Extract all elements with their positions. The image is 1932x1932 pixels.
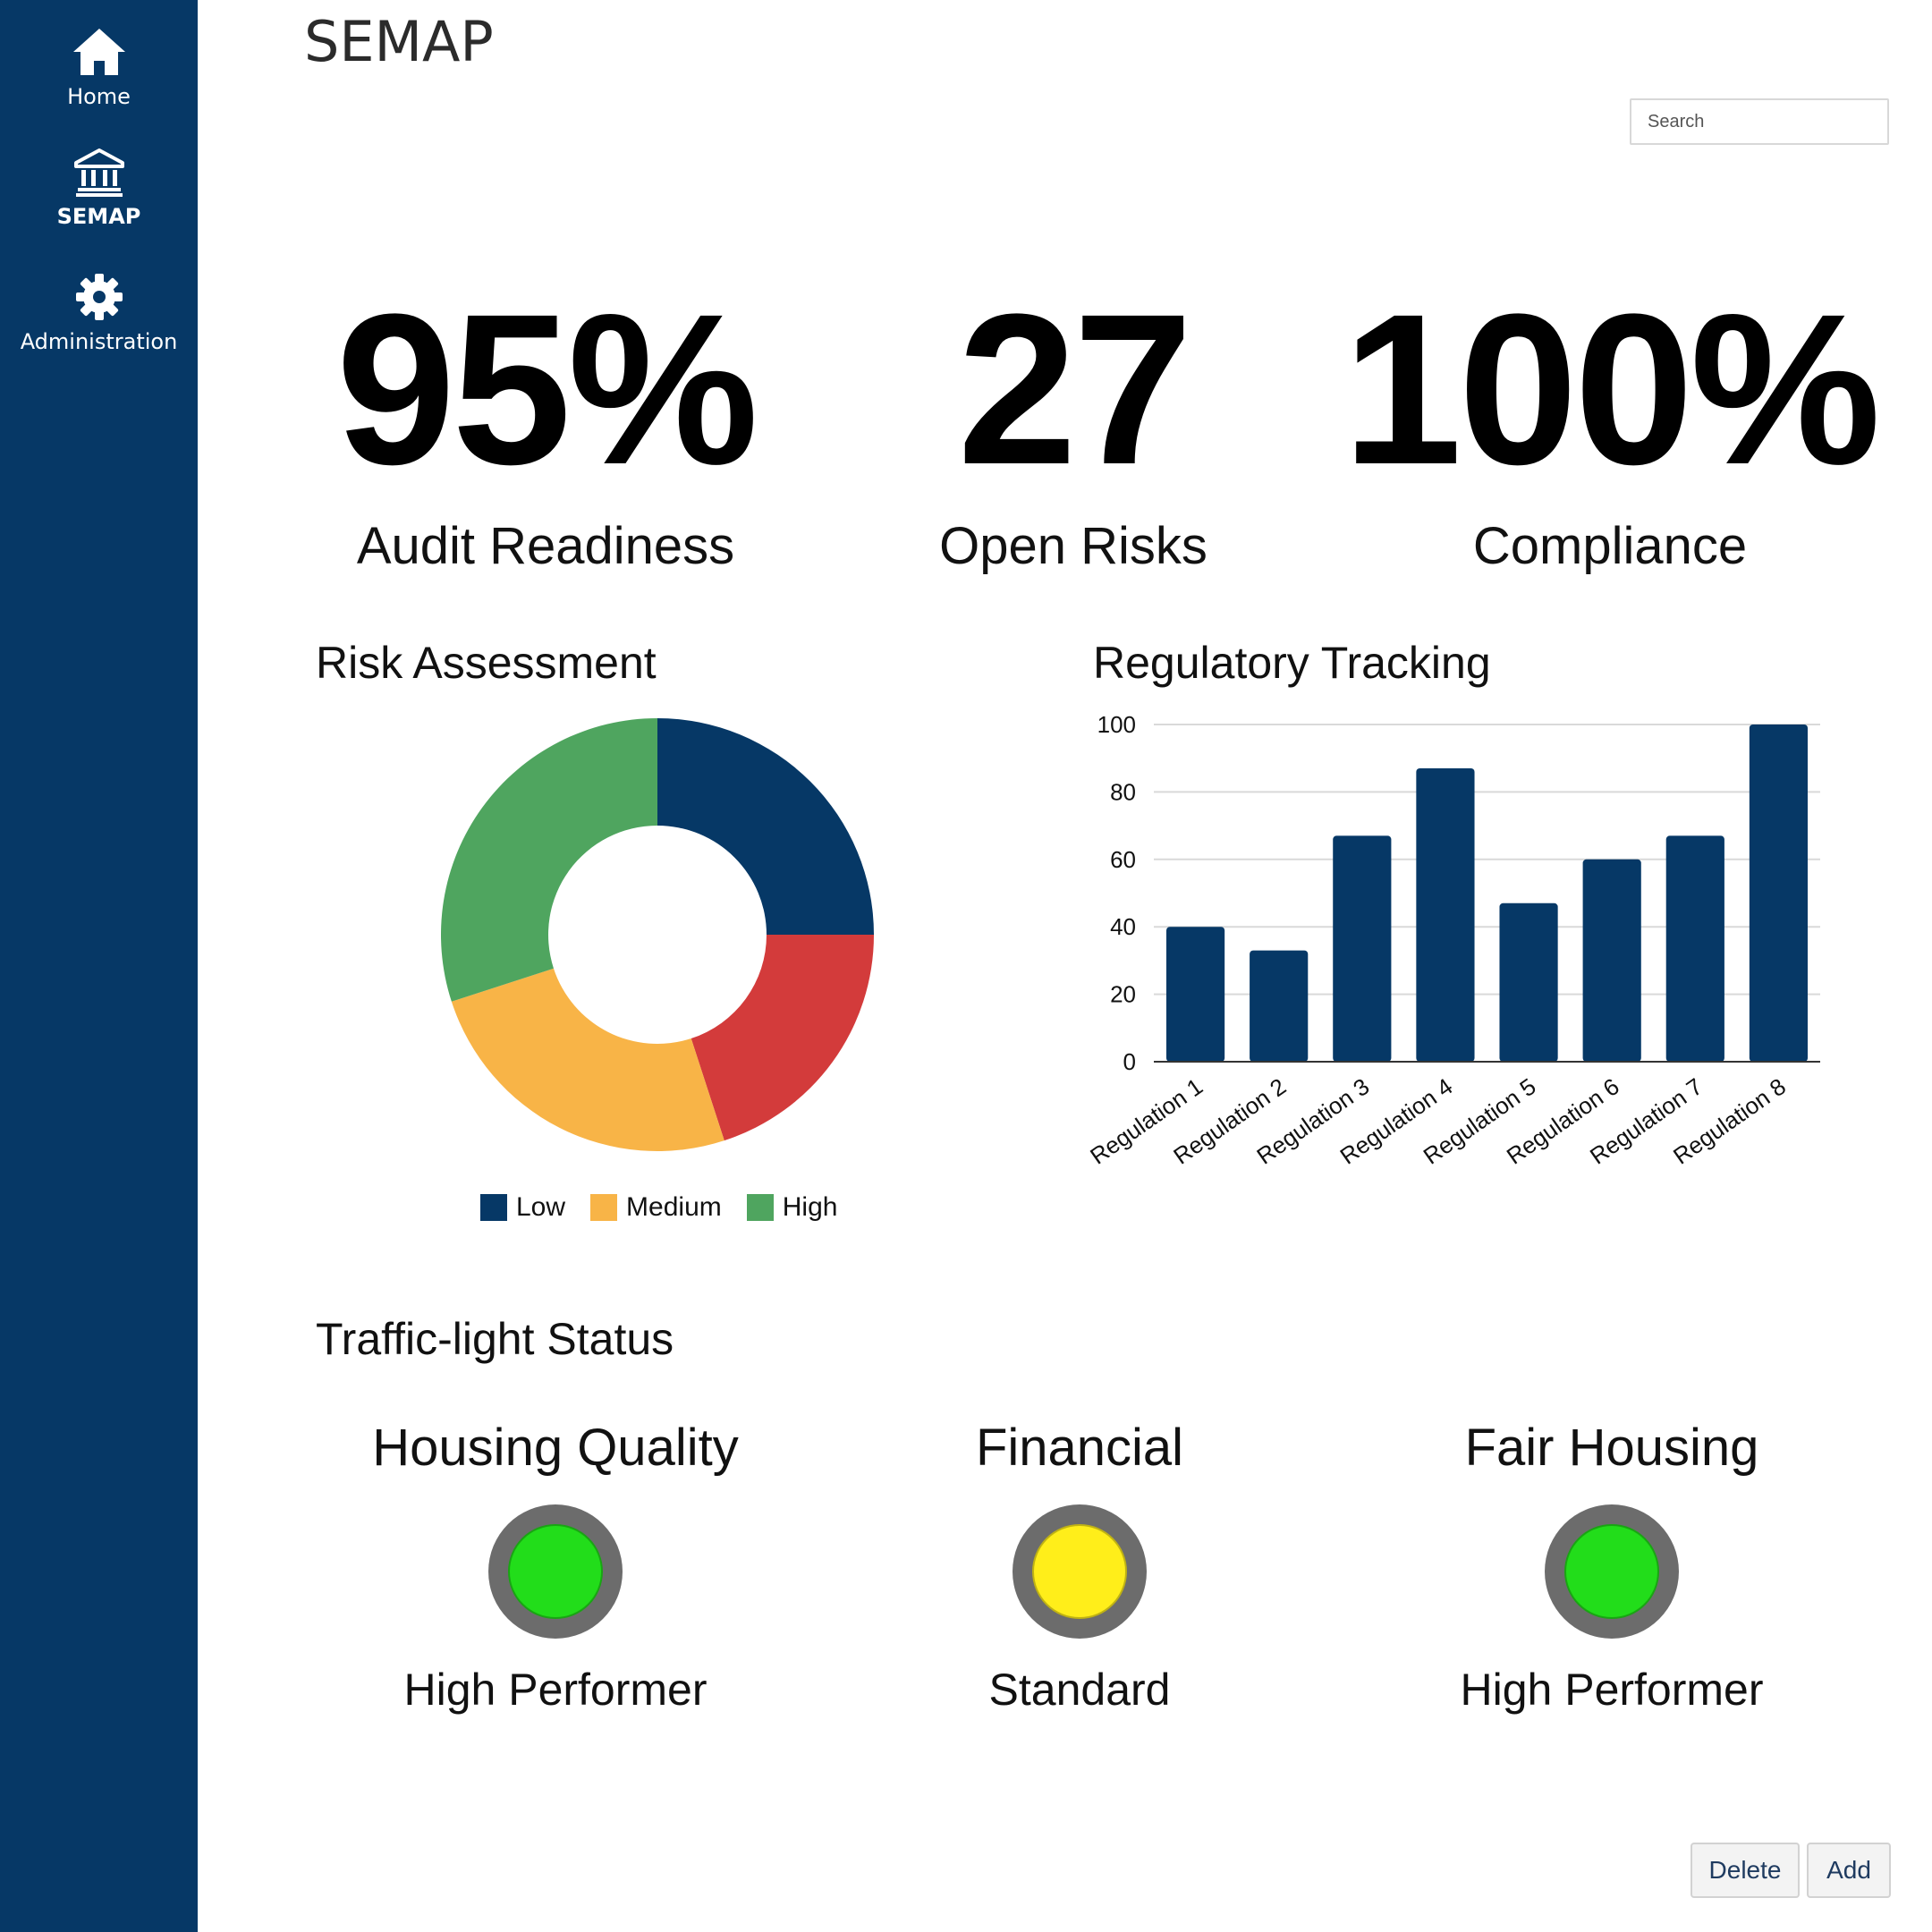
y-tick-label: 40 xyxy=(1110,913,1136,940)
y-tick-label: 60 xyxy=(1110,846,1136,873)
gear-icon xyxy=(75,274,123,320)
traffic-card-title: Financial xyxy=(975,1419,1184,1477)
sidebar-item-semap[interactable]: SEMAP xyxy=(0,148,198,229)
donut-slice-low xyxy=(657,718,874,935)
kpi-compliance: 100% Compliance xyxy=(1324,282,1896,576)
risk-assessment-title: Risk Assessment xyxy=(316,638,657,688)
traffic-card-title: Fair Housing xyxy=(1464,1419,1759,1477)
sidebar: Home SEMAP xyxy=(0,0,198,1932)
donut-slice-high xyxy=(441,718,657,1002)
legend-swatch xyxy=(480,1194,507,1221)
add-button[interactable]: Add xyxy=(1807,1843,1891,1898)
sidebar-item-label: SEMAP xyxy=(56,204,141,229)
traffic-light-title: Traffic-light Status xyxy=(316,1314,674,1364)
traffic-card-financial: Financial Standard xyxy=(847,1418,1312,1716)
kpi-label: Compliance xyxy=(1472,517,1748,575)
bar-regulation-5 xyxy=(1499,902,1558,1062)
home-icon xyxy=(72,29,125,75)
bar-regulation-4 xyxy=(1416,768,1475,1062)
donut-slice-medium xyxy=(451,968,724,1151)
y-tick-label: 0 xyxy=(1123,1048,1136,1075)
traffic-card-status: High Performer xyxy=(1460,1665,1764,1715)
traffic-light-ring xyxy=(488,1504,623,1639)
traffic-card-fair-housing: Fair Housing High Performer xyxy=(1379,1418,1844,1716)
legend-label: High xyxy=(782,1192,838,1222)
regulatory-tracking-title: Regulatory Tracking xyxy=(1093,638,1491,688)
traffic-light-yellow xyxy=(1032,1524,1127,1619)
bar-regulation-3 xyxy=(1333,835,1392,1062)
kpi-label: Audit Readiness xyxy=(356,517,735,575)
kpi-audit-readiness: 95% Audit Readiness xyxy=(277,282,814,576)
legend-label: Medium xyxy=(626,1192,722,1222)
sidebar-item-home[interactable]: Home xyxy=(0,27,198,109)
risk-donut-chart xyxy=(441,718,874,1151)
bar-regulation-1 xyxy=(1165,927,1225,1062)
legend-item-low: Low xyxy=(480,1192,565,1223)
traffic-card-housing-quality: Housing Quality High Performer xyxy=(323,1418,788,1716)
traffic-light-green xyxy=(508,1524,603,1619)
page-title: SEMAP xyxy=(304,9,494,74)
traffic-card-status: Standard xyxy=(988,1665,1171,1715)
sidebar-item-label: Home xyxy=(67,84,131,109)
bar-regulation-8 xyxy=(1749,724,1809,1062)
risk-legend: Low Medium High xyxy=(480,1192,862,1223)
legend-item-medium: Medium xyxy=(590,1192,722,1223)
bar-regulation-6 xyxy=(1582,859,1641,1062)
y-tick-label: 80 xyxy=(1110,778,1136,805)
y-tick-label: 20 xyxy=(1110,981,1136,1008)
kpi-value: 95% xyxy=(335,269,758,509)
y-tick-label: 100 xyxy=(1097,711,1136,738)
sidebar-item-administration[interactable]: Administration xyxy=(0,272,198,354)
traffic-card-title: Housing Quality xyxy=(372,1419,739,1477)
kpi-label: Open Risks xyxy=(939,517,1208,575)
legend-swatch xyxy=(746,1194,774,1221)
legend-swatch xyxy=(590,1194,618,1221)
kpi-open-risks: 27 Open Risks xyxy=(805,282,1342,576)
bar-regulation-2 xyxy=(1250,950,1309,1062)
legend-label: Low xyxy=(516,1192,566,1222)
search-input[interactable] xyxy=(1630,98,1889,145)
bar-regulation-7 xyxy=(1665,835,1724,1062)
sidebar-item-label: Administration xyxy=(20,329,178,354)
donut-slice-red xyxy=(691,935,874,1141)
kpi-value: 100% xyxy=(1343,269,1881,509)
traffic-light-ring xyxy=(1013,1504,1147,1639)
traffic-card-status: High Performer xyxy=(403,1665,708,1715)
kpi-value: 27 xyxy=(957,269,1193,509)
traffic-light-ring xyxy=(1545,1504,1679,1639)
bank-icon xyxy=(73,148,124,197)
legend-item-high: High xyxy=(746,1192,838,1223)
traffic-light-green xyxy=(1564,1524,1659,1619)
delete-button[interactable]: Delete xyxy=(1690,1843,1800,1898)
